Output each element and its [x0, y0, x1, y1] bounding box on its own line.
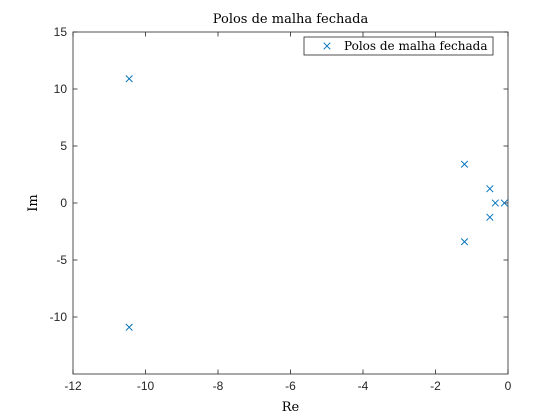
- pole-point: [486, 213, 494, 221]
- pole-point: [491, 199, 499, 207]
- pole-point: [500, 199, 509, 207]
- legend-box: [303, 36, 494, 56]
- x-tick-label: -8: [213, 379, 224, 393]
- x-tick-labels: -12 -10 -8 -6 -4 -2 0: [64, 379, 511, 393]
- legend-entry-label: Polos de malha fechada: [344, 39, 488, 53]
- x-marker-stroke: [500, 199, 509, 207]
- pole-point: [486, 185, 494, 193]
- data-points: [125, 75, 509, 331]
- pole-point: [125, 75, 133, 83]
- x-marker-stroke: [323, 42, 331, 50]
- x-marker-stroke: [125, 323, 133, 331]
- x-marker-stroke: [460, 160, 469, 168]
- pole-point: [460, 238, 469, 246]
- x-axis-label: Re: [282, 400, 300, 415]
- y-tick-label: 5: [60, 139, 67, 153]
- x-marker-stroke: [491, 199, 499, 207]
- x-marker-stroke: [460, 238, 469, 246]
- legend-x-marker: [323, 42, 331, 50]
- legend-marker: [323, 42, 331, 50]
- legend: Polos de malha fechada: [303, 36, 494, 56]
- pole-point: [125, 323, 133, 331]
- y-tick-label: 10: [54, 82, 68, 96]
- y-tick-label: -10: [50, 310, 68, 324]
- x-tick-label: -4: [358, 379, 369, 393]
- y-tick-label: -5: [56, 253, 67, 267]
- x-tick-label: 0: [505, 379, 512, 393]
- chart-title: Polos de malha fechada: [213, 12, 369, 27]
- x-tick-label: -6: [285, 379, 296, 393]
- y-tick-labels: -10 -5 0 5 10 15: [50, 25, 68, 324]
- x-marker-stroke: [486, 213, 494, 221]
- x-tick-label: -10: [137, 379, 155, 393]
- plot-area: [72, 31, 509, 375]
- x-marker-stroke: [125, 75, 133, 83]
- y-tick-label: 15: [54, 25, 68, 39]
- x-marker-stroke: [486, 185, 494, 193]
- y-axis-label: Im: [26, 194, 41, 211]
- x-tick-label: -2: [430, 379, 441, 393]
- x-tick-label: -12: [64, 379, 82, 393]
- pole-point: [460, 160, 469, 168]
- y-tick-label: 0: [60, 196, 67, 210]
